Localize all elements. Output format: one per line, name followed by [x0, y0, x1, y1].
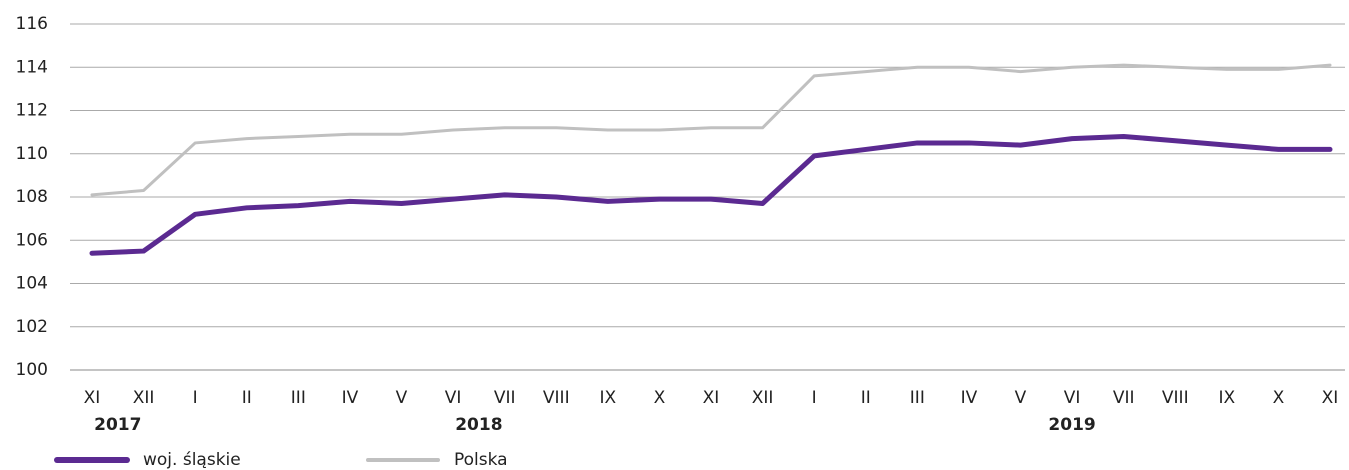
x-tick-label: X [654, 388, 666, 408]
y-tick-label: 116 [16, 14, 48, 34]
x-tick-label: II [861, 388, 871, 408]
y-tick-label: 104 [16, 274, 48, 294]
x-tick-label: II [242, 388, 252, 408]
x-tick-label: IX [1218, 388, 1235, 408]
x-tick-label: XII [752, 388, 774, 408]
x-tick-label: I [812, 388, 817, 408]
x-tick-label: X [1273, 388, 1285, 408]
x-tick-label: XI [84, 388, 101, 408]
year-label: 2019 [1048, 415, 1095, 435]
x-tick-label: IV [342, 388, 359, 408]
x-tick-label: III [291, 388, 306, 408]
x-tick-label: VII [494, 388, 516, 408]
legend-label: Polska [454, 450, 508, 470]
x-tick-label: VI [1064, 388, 1081, 408]
y-tick-label: 110 [16, 144, 48, 164]
year-label: 2017 [94, 415, 141, 435]
series-line [89, 133, 1333, 256]
x-tick-label: XI [1322, 388, 1339, 408]
x-tick-label: IV [961, 388, 978, 408]
x-tick-label: VI [445, 388, 462, 408]
y-tick-label: 114 [16, 57, 48, 77]
x-tick-label: I [193, 388, 198, 408]
y-tick-label: 102 [16, 317, 48, 337]
year-label: 2018 [455, 415, 502, 435]
series-line [90, 63, 1332, 197]
legend-label: woj. śląskie [143, 450, 241, 470]
y-tick-label: 108 [16, 187, 48, 207]
x-tick-label: VIII [1162, 388, 1189, 408]
x-tick-label: VII [1113, 388, 1135, 408]
y-tick-label: 100 [16, 360, 48, 380]
x-tick-label: IX [599, 388, 616, 408]
x-tick-label: III [910, 388, 925, 408]
y-tick-label: 106 [16, 230, 48, 250]
y-tick-label: 112 [16, 101, 48, 121]
x-tick-label: XI [703, 388, 720, 408]
x-tick-label: V [396, 388, 408, 408]
x-tick-label: V [1015, 388, 1027, 408]
x-tick-label: XII [133, 388, 155, 408]
x-tick-label: VIII [543, 388, 570, 408]
